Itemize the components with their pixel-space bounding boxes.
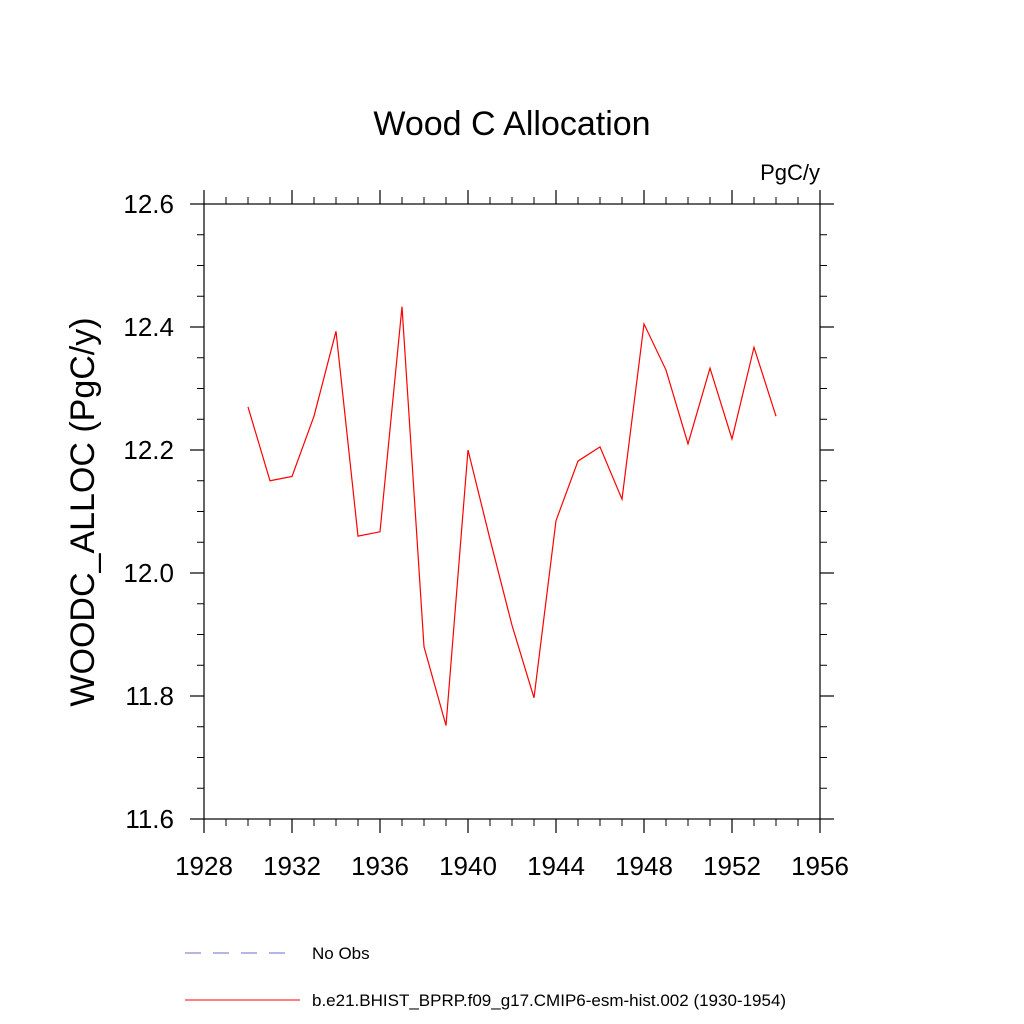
y-tick-label: 12.4 [123,312,174,342]
x-tick-label: 1932 [263,851,321,881]
y-axis: 11.6 11.8 12.0 12.2 12.4 12.6 [123,189,834,834]
y-tick-label: 12.6 [123,189,174,219]
units-label: PgC/y [760,160,820,185]
y-tick-label: 11.8 [125,681,174,711]
x-tick-label: 1940 [439,851,497,881]
x-tick-label: 1956 [791,851,849,881]
series-line [247,306,777,726]
legend: No Obs b.e21.BHIST_BPRP.f09_g17.CMIP6-es… [185,944,786,1010]
series-layer [247,306,777,726]
legend-label-model: b.e21.BHIST_BPRP.f09_g17.CMIP6-esm-hist.… [312,991,786,1010]
y-axis-title: WOODC_ALLOC (PgC/y) [64,317,102,706]
y-tick-label: 12.2 [123,435,174,465]
x-tick-label: 1928 [175,851,233,881]
legend-label-no-obs: No Obs [312,944,370,963]
x-tick-label: 1944 [527,851,585,881]
y-tick-label: 11.6 [125,804,174,834]
plot-frame [203,203,821,820]
chart-title: Wood C Allocation [373,105,650,143]
x-tick-label: 1936 [351,851,409,881]
y-tick-label: 12.0 [123,558,174,588]
x-axis: 1928 1932 1936 1940 1944 1948 1952 1956 [175,190,849,881]
x-tick-label: 1952 [703,851,761,881]
x-tick-label: 1948 [615,851,673,881]
